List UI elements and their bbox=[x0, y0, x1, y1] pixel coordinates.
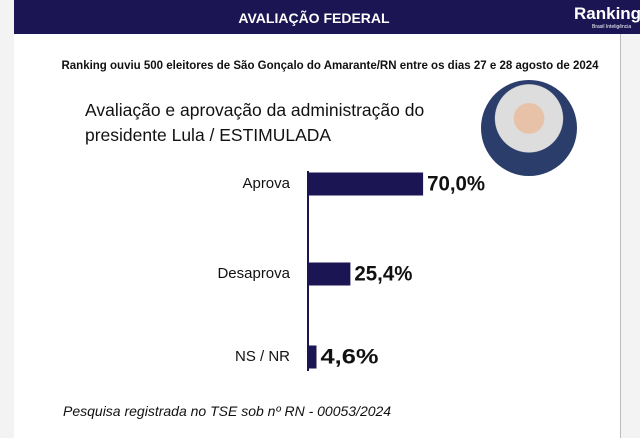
logo: Ranking bbox=[574, 4, 640, 23]
value-label: 25,4% bbox=[354, 263, 412, 286]
category-label: Desaprova bbox=[217, 265, 290, 282]
logo-tagline: Brasil Inteligência bbox=[592, 24, 632, 30]
card bbox=[14, 0, 621, 438]
header-bar: AVALIAÇÃO FEDERAL Ranking Brasil Intelig… bbox=[14, 0, 640, 34]
value-label: 70,0% bbox=[427, 173, 485, 196]
value-label: 4,6% bbox=[320, 346, 378, 369]
chart-title: Avaliação e aprovação da administração d… bbox=[85, 100, 425, 145]
bar bbox=[309, 345, 317, 369]
bar bbox=[309, 262, 351, 286]
portrait-photo bbox=[481, 80, 577, 176]
bar bbox=[309, 172, 424, 196]
category-label: Aprova bbox=[242, 175, 290, 192]
note: Pesquisa registrada no TSE sob nº RN - 0… bbox=[63, 403, 392, 419]
category-label: NS / NR bbox=[235, 348, 290, 365]
header-title: AVALIAÇÃO FEDERAL bbox=[238, 10, 390, 26]
subtitle: Ranking ouviu 500 eleitores de São Gonça… bbox=[61, 60, 599, 72]
